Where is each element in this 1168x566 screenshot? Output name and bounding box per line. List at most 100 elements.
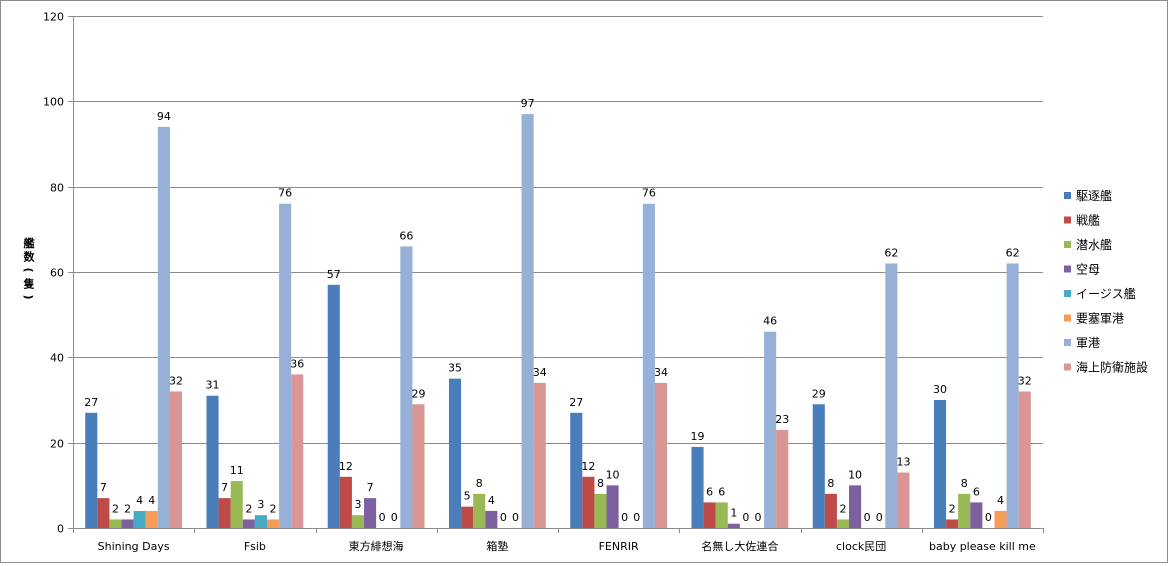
data-label: 2 [949,502,956,515]
data-label: 1 [730,507,737,520]
data-label: 0 [633,511,640,524]
data-label: 4 [488,494,495,507]
x-tick-label: Fsib [244,540,266,553]
data-label: 4 [148,494,155,507]
data-label: 35 [448,362,462,375]
bar [812,404,825,528]
data-label: 0 [876,511,883,524]
legend-label: イージス艦 [1076,287,1136,301]
x-tick-label: 東方緋想海 [349,539,404,553]
bar [448,378,462,528]
bar [1006,263,1019,528]
bar [351,515,365,528]
bar [133,510,146,528]
legend-label: 駆逐艦 [1076,189,1112,203]
bar [606,485,619,528]
legend-label: 空母 [1076,263,1100,277]
bar [400,246,413,528]
bar [97,498,110,528]
bar [473,493,486,528]
bar [218,498,231,528]
legend-swatch [1064,363,1071,371]
legend-swatch [1064,290,1071,297]
legend-label: 海上防衛施設 [1076,360,1148,375]
data-label: 34 [533,366,547,379]
data-label: 0 [864,511,871,524]
bar [594,493,607,528]
y-tick-label: 20 [50,438,64,451]
data-label: 0 [985,511,992,524]
data-label: 66 [399,229,413,242]
bar [582,476,595,528]
data-label: 8 [827,477,834,490]
bar [485,510,498,528]
legend-swatch [1064,339,1071,346]
data-label: 46 [763,315,777,328]
data-label: 2 [839,502,846,515]
bar [691,446,704,528]
bar [279,203,292,528]
data-label: 97 [521,97,535,110]
y-tick-label: 100 [43,96,64,109]
bar [994,510,1007,528]
data-label: 0 [512,511,519,524]
data-label: 5 [464,490,471,503]
data-label: 27 [569,396,583,409]
legend-swatch [1064,314,1071,322]
data-label: 3 [354,498,361,511]
data-label: 0 [742,511,749,524]
bar [364,498,377,528]
legend-label: 潜水艦 [1076,238,1112,252]
data-label: 0 [379,511,386,524]
data-label: 8 [476,477,483,490]
data-label: 31 [206,379,220,392]
bar [764,331,777,528]
y-axis-title-char: ) [22,294,35,299]
data-label: 2 [270,502,277,515]
data-label: 2 [245,502,252,515]
data-label: 10 [848,468,862,481]
bar [836,519,850,528]
data-label: 29 [411,387,425,400]
y-tick-label: 0 [57,523,64,536]
bar [169,391,183,528]
bar [121,519,134,528]
x-tick-label: clock民団 [836,540,886,553]
data-label: 2 [112,502,119,515]
data-label: 0 [391,511,398,524]
legend-swatch [1064,192,1071,199]
bar [824,493,837,528]
bar [933,400,947,528]
y-axis-ticks: 0 20 40 60 80 100 120 [43,11,73,536]
bar [642,203,655,528]
bar [776,429,789,528]
data-label: 32 [169,374,183,387]
data-label: 29 [812,387,826,400]
data-label: 76 [278,187,292,200]
legend-swatch [1064,241,1071,248]
y-axis-title-char: ( [22,267,35,272]
data-label: 0 [621,511,628,524]
bar [703,502,716,528]
data-label: 11 [230,464,244,477]
data-label: 30 [933,383,947,396]
bar [461,506,474,528]
data-label: 34 [654,366,668,379]
legend-swatch [1064,216,1071,224]
bar [533,382,546,528]
data-label: 76 [642,187,656,200]
data-label: 23 [775,413,789,426]
bar [570,412,583,528]
data-label: 6 [973,485,980,498]
data-label: 7 [100,481,107,494]
data-label: 8 [597,477,604,490]
data-label: 4 [136,494,143,507]
bar [327,284,340,528]
bar [230,481,243,528]
data-label: 6 [718,485,725,498]
bar [970,502,983,528]
bar [849,485,862,528]
y-tick-label: 40 [50,352,64,365]
